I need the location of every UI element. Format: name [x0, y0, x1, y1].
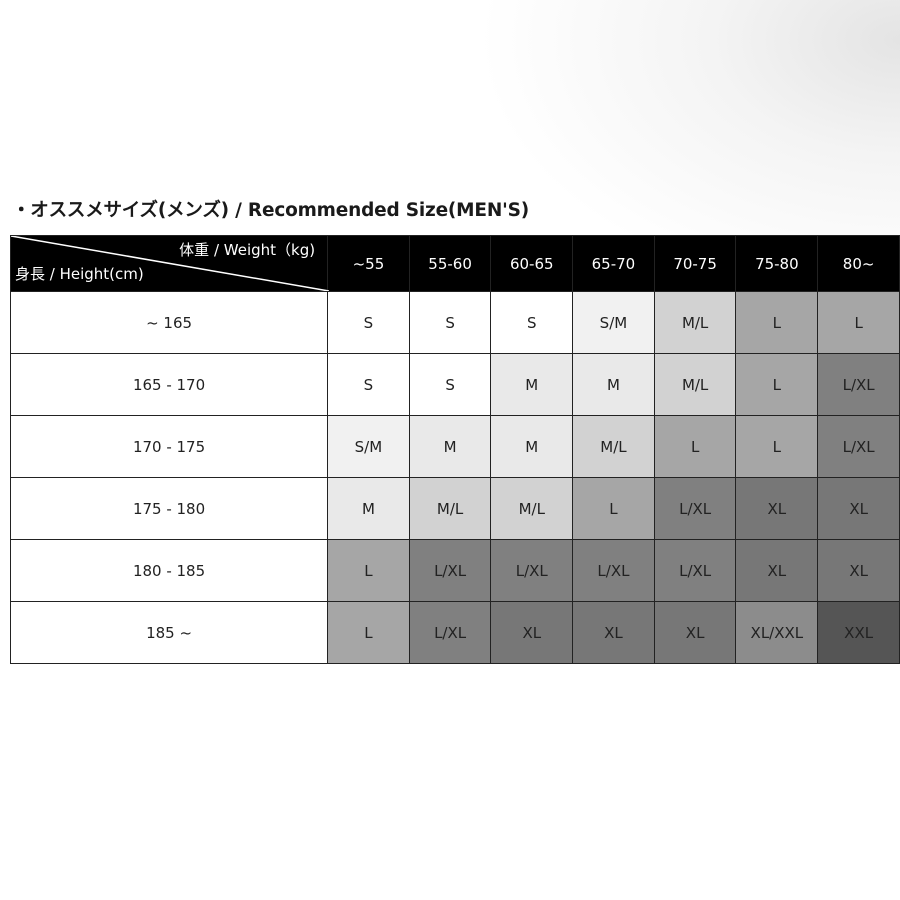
table-row: 185 ~ L L/XL XL XL XL XL/XXL XXL — [9, 601, 900, 664]
size-cell: S — [408, 291, 492, 354]
size-cell: L — [735, 291, 819, 354]
size-cell: M/L — [408, 477, 492, 540]
weight-column-header: 55-60 — [408, 235, 492, 292]
page-title: ・オススメサイズ(メンズ) / Recommended Size(MEN'S) — [12, 200, 529, 221]
size-cell: M/L — [572, 415, 655, 478]
size-cell: L/XL — [408, 539, 492, 602]
diagonal-divider — [11, 236, 329, 291]
size-chart-table: 体重 / Weight（kg) 身長 / Height(cm) ~55 55-6… — [9, 235, 900, 664]
size-cell: S/M — [327, 415, 410, 478]
size-cell: S — [408, 353, 492, 416]
header-row: 体重 / Weight（kg) 身長 / Height(cm) ~55 55-6… — [9, 235, 900, 292]
weight-column-header: ~55 — [327, 235, 410, 292]
height-row-header: 185 ~ — [9, 601, 329, 664]
size-cell: L/XL — [653, 539, 737, 602]
weight-column-header: 80~ — [817, 235, 900, 292]
height-row-header: ~ 165 — [9, 291, 329, 354]
size-cell: M/L — [490, 477, 574, 540]
size-cell: L — [572, 477, 655, 540]
size-cell: L — [327, 601, 410, 664]
size-cell: XL — [572, 601, 655, 664]
size-cell: M — [572, 353, 655, 416]
size-cell: M — [327, 477, 410, 540]
size-cell: M — [408, 415, 492, 478]
size-cell: XL — [653, 601, 737, 664]
table-row: 180 - 185 L L/XL L/XL L/XL L/XL XL XL — [9, 539, 900, 602]
table-row: ~ 165 S S S S/M M/L L L — [9, 291, 900, 354]
height-axis-label: 身長 / Height(cm) — [15, 265, 144, 283]
table-row: 175 - 180 M M/L M/L L L/XL XL XL — [9, 477, 900, 540]
size-cell: L/XL — [490, 539, 574, 602]
weight-column-header: 70-75 — [653, 235, 737, 292]
size-cell: S/M — [572, 291, 655, 354]
size-cell: S — [490, 291, 574, 354]
size-cell: L/XL — [408, 601, 492, 664]
height-row-header: 165 - 170 — [9, 353, 329, 416]
size-cell: L/XL — [817, 353, 900, 416]
size-cell: S — [327, 353, 410, 416]
size-cell: L — [327, 539, 410, 602]
size-cell: L/XL — [817, 415, 900, 478]
weight-column-header: 65-70 — [572, 235, 655, 292]
weight-column-header: 75-80 — [735, 235, 819, 292]
size-cell: M/L — [653, 353, 737, 416]
size-cell: L — [817, 291, 900, 354]
size-cell: M — [490, 415, 574, 478]
size-cell: M — [490, 353, 574, 416]
size-cell: L — [735, 353, 819, 416]
size-cell: L/XL — [653, 477, 737, 540]
size-cell: XL — [735, 477, 819, 540]
height-row-header: 180 - 185 — [9, 539, 329, 602]
size-cell: S — [327, 291, 410, 354]
table-row: 165 - 170 S S M M M/L L L/XL — [9, 353, 900, 416]
size-cell: L — [735, 415, 819, 478]
size-cell: XL — [490, 601, 574, 664]
size-cell: XXL — [817, 601, 900, 664]
size-cell: XL/XXL — [735, 601, 819, 664]
corner-header: 体重 / Weight（kg) 身長 / Height(cm) — [9, 235, 329, 292]
size-cell: M/L — [653, 291, 737, 354]
height-row-header: 170 - 175 — [9, 415, 329, 478]
weight-axis-label: 体重 / Weight（kg) — [179, 241, 316, 259]
size-cell: L — [653, 415, 737, 478]
size-cell: XL — [735, 539, 819, 602]
height-row-header: 175 - 180 — [9, 477, 329, 540]
size-cell: L/XL — [572, 539, 655, 602]
size-cell: XL — [817, 477, 900, 540]
size-cell: XL — [817, 539, 900, 602]
weight-column-header: 60-65 — [490, 235, 574, 292]
table-row: 170 - 175 S/M M M M/L L L L/XL — [9, 415, 900, 478]
